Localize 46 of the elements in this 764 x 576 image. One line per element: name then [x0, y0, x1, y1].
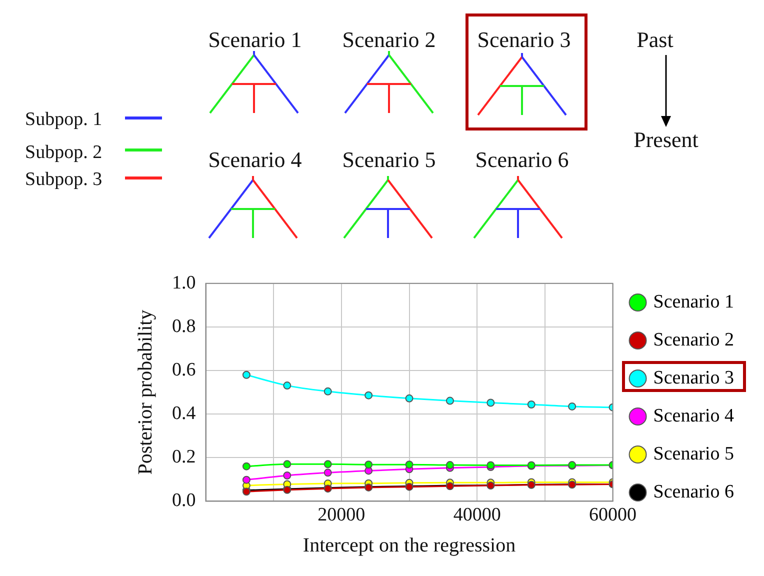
y-tick-label: 1.0: [172, 272, 196, 294]
x-axis-title: Intercept on the regression: [302, 534, 516, 556]
legend-label: Scenario 1: [653, 291, 734, 312]
legend-label: Scenario 3: [653, 367, 734, 388]
point: [324, 387, 332, 396]
y-axis-title: Posterior probability: [134, 310, 156, 475]
point: [364, 460, 373, 469]
point: [283, 472, 292, 480]
x-tick-label: 60000: [589, 504, 637, 526]
point: [242, 370, 250, 379]
text: Past: [636, 27, 674, 53]
text: Present: [634, 127, 698, 153]
text: Scenario 2: [342, 27, 436, 53]
legend-label: Scenario 5: [653, 443, 734, 464]
text: Subpop. 2: [25, 142, 102, 164]
point: [324, 460, 332, 468]
y-tick-label: 0.0: [172, 490, 196, 512]
legend-label: Scenario 6: [653, 481, 734, 502]
text: Scenario 4: [208, 147, 302, 173]
y-tick-label: 0.8: [172, 316, 196, 337]
point: [568, 402, 576, 410]
text: Scenario 1: [208, 27, 302, 53]
legend-label: Scenario 2: [653, 329, 734, 350]
point: [283, 382, 292, 390]
point: [486, 398, 495, 407]
point: [364, 391, 373, 400]
text: Scenario 6: [475, 147, 569, 173]
y-tick-label: 0.2: [172, 446, 196, 468]
point: [283, 460, 292, 468]
y-tick-label: 0.6: [172, 360, 196, 381]
point: [446, 396, 454, 405]
text: Scenario 3: [477, 27, 571, 53]
point: [242, 462, 250, 470]
point: [405, 394, 414, 402]
text: Subpop. 3: [25, 169, 102, 191]
text: Scenario 5: [342, 147, 436, 173]
point: [527, 400, 536, 408]
point: [405, 460, 414, 469]
x-tick-label: 20000: [318, 504, 366, 526]
point: [242, 476, 250, 484]
legend-label: Scenario 4: [653, 405, 734, 426]
x-tick-label: 40000: [453, 504, 501, 526]
point: [324, 468, 332, 477]
point: [446, 461, 454, 470]
y-tick-label: 0.4: [172, 403, 196, 424]
text: Subpop. 1: [25, 109, 102, 131]
